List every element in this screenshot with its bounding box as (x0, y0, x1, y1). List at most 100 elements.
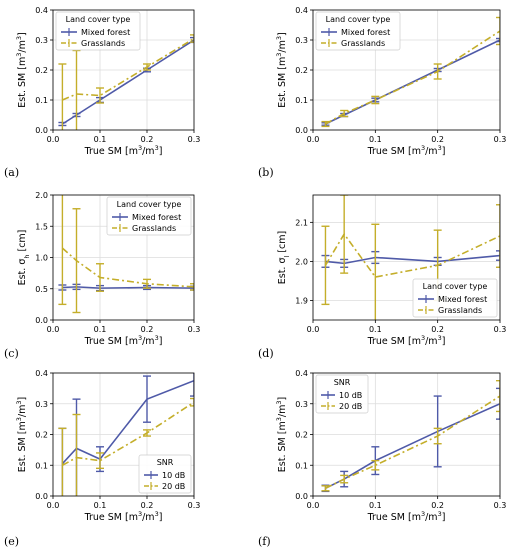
error-bar-1-1 (72, 49, 81, 130)
x-tick-label: 0.1 (94, 501, 107, 510)
x-tick-label: 0.0 (307, 135, 320, 144)
panel-label: (c) (4, 347, 19, 360)
error-bar-1-2 (371, 459, 380, 471)
error-bar-1-1 (340, 109, 349, 118)
legend-label: 10 dB (162, 471, 185, 480)
legend-label: Mixed forest (81, 28, 130, 37)
y-tick-label: 0.0 (295, 492, 308, 501)
panel-label: (a) (4, 166, 19, 179)
error-bar-1-0 (321, 120, 330, 128)
y-tick-label: 0.1 (35, 96, 48, 105)
x-tick-label: 0.2 (431, 501, 444, 510)
error-bar-1-4 (190, 397, 194, 407)
chart_data.1.xlabel: True SM [m3/m3] (367, 144, 446, 157)
x-tick-label: 0.3 (494, 325, 507, 334)
error-bar-1-1 (340, 474, 349, 484)
y-tick-label: 2.1 (295, 218, 308, 227)
legend-title: Land cover type (326, 15, 391, 24)
legend-title: Land cover type (423, 282, 488, 291)
chart_data.2.xlabel: True SM [m3/m3] (84, 334, 163, 347)
y-tick-label: 0.4 (295, 6, 308, 15)
legend-title: SNR (157, 458, 174, 467)
y-tick-label: 1.0 (35, 254, 48, 263)
y-tick-label: 0.2 (35, 66, 48, 75)
error-bar-0-4 (190, 373, 194, 397)
x-tick-label: 0.0 (307, 501, 320, 510)
y-tick-label: 1.9 (295, 296, 308, 305)
error-bar-0-4 (496, 37, 500, 43)
legend: SNR 10 dB 20 dB (138, 454, 192, 494)
legend-label: Grasslands (341, 39, 385, 48)
y-tick-label: 0.3 (35, 400, 48, 409)
chart_data.5.ylabel: Est. SM [m3/m3] (275, 397, 288, 472)
legend-label: Mixed forest (341, 28, 390, 37)
y-tick-label: 0.4 (35, 6, 48, 15)
series-line-0 (61, 39, 194, 125)
x-tick-label: 0.3 (188, 501, 201, 510)
error-bar-1-2 (96, 87, 104, 104)
legend-label: 20 dB (339, 402, 362, 411)
x-tick-label: 0.1 (94, 325, 107, 334)
x-tick-label: 0.3 (494, 135, 507, 144)
error-bar-1-4 (190, 34, 194, 43)
y-tick-label: 0.4 (35, 369, 48, 378)
error-bar-1-0 (321, 485, 330, 492)
y-tick-label: 0.0 (295, 126, 308, 135)
x-tick-label: 0.2 (141, 325, 154, 334)
x-tick-label: 0.1 (369, 325, 382, 334)
panel-label: (d) (258, 347, 274, 360)
error-bar-1-4 (496, 379, 500, 413)
error-bar-1-2 (96, 263, 104, 292)
error-bar-1-0 (58, 195, 67, 306)
y-tick-label: 0.4 (295, 369, 308, 378)
y-tick-label: 1.5 (35, 222, 48, 231)
series-line-0 (325, 403, 500, 490)
x-tick-label: 0.0 (47, 325, 60, 334)
y-tick-label: 0.0 (35, 126, 48, 135)
x-tick-label: 0.1 (369, 135, 382, 144)
legend-label: 20 dB (162, 482, 185, 491)
chart_data.4.ylabel: Est. SM [m3/m3] (15, 397, 28, 472)
chart-panel-f: 0.0 0.1 0.2 0.3 0.0 0.1 0.2 0.3 0.4 True SM [m3/m… (258, 369, 506, 548)
chart-panel-a: 0.0 0.1 0.2 0.3 0.0 0.1 0.2 0.3 0.4 True SM [m3/m… (4, 6, 200, 179)
legend-label: Grasslands (438, 306, 482, 315)
x-tick-label: 0.1 (369, 501, 382, 510)
y-tick-label: 0.2 (295, 431, 308, 440)
x-tick-label: 0.2 (141, 135, 154, 144)
series-line-0 (62, 286, 194, 289)
panel-label: (e) (4, 535, 19, 548)
error-bar-1-4 (496, 16, 500, 46)
x-tick-label: 0.2 (431, 135, 444, 144)
error-bar-1-4 (190, 283, 194, 291)
x-tick-label: 0.3 (188, 135, 201, 144)
error-bar-1-1 (72, 208, 81, 314)
legend: Land cover type Mixed forest Grasslands (55, 11, 141, 51)
y-tick-label: 0.2 (295, 66, 308, 75)
series-line-1 (324, 232, 500, 278)
legend-label: Mixed forest (132, 213, 181, 222)
error-bar-1-3 (143, 429, 151, 437)
chart-panel-c: 0.0 0.1 0.2 0.3 0.0 0.5 1.0 1.5 2.0 True SM [m3/m… (4, 191, 200, 360)
error-bar-1-3 (433, 427, 442, 445)
y-tick-label: 0.0 (35, 316, 48, 325)
y-tick-label: 0.3 (295, 400, 308, 409)
legend: Land cover type Mixed forest Grasslands (315, 11, 401, 51)
error-bar-1-1 (72, 413, 81, 496)
y-tick-label: 0.2 (35, 431, 48, 440)
panel-label: (b) (258, 166, 274, 179)
y-tick-label: 0.1 (295, 96, 308, 105)
series-line-0 (325, 254, 500, 265)
panel-label: (f) (258, 535, 271, 548)
chart_data.3.ylabel: Est. σl [cm] (277, 231, 291, 284)
legend: Land cover type Mixed forest Grasslands (412, 278, 498, 318)
legend-title: Land cover type (117, 200, 182, 209)
x-tick-label: 0.0 (47, 501, 60, 510)
x-tick-label: 0.3 (494, 501, 507, 510)
chart_data.0.xlabel: True SM [m3/m3] (84, 144, 163, 157)
error-bar-1-3 (433, 63, 442, 80)
error-bar-1-4 (496, 204, 500, 268)
error-bar-0-3 (143, 375, 151, 423)
error-bar-1-0 (58, 427, 67, 496)
y-tick-label: 0.5 (35, 285, 48, 294)
